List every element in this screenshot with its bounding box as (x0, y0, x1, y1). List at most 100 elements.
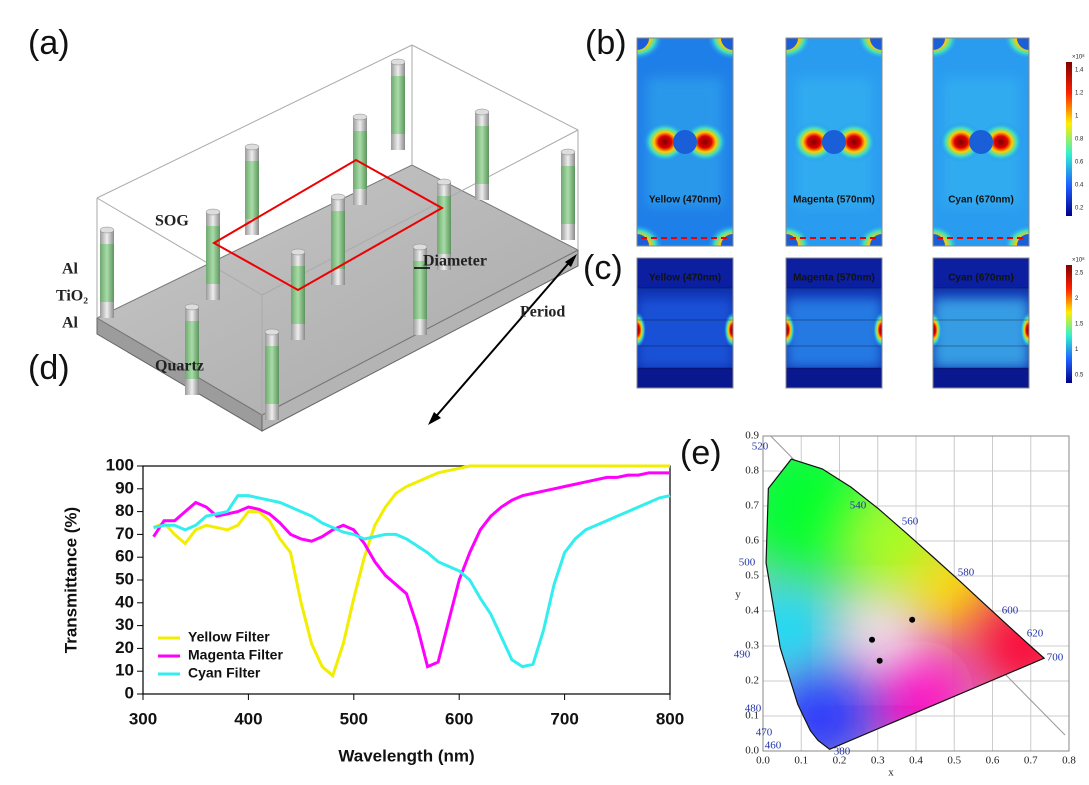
x-tick-label: 0.6 (986, 755, 1000, 767)
point (869, 636, 876, 643)
field-label: Yellow (470nm) (649, 195, 721, 206)
pillar-top (205, 208, 221, 216)
cie-chart: 0.0 0.1 0.2 0.3 0.4 0.5 0.6 0.7 0.8 0.0 0.1 0.2 0.3 0… (734, 430, 1077, 779)
pillar-top (184, 303, 200, 311)
hot-edge (724, 312, 733, 348)
sog-edge (96, 44, 413, 199)
hot-lobe (683, 122, 727, 162)
hot-edge (873, 312, 882, 348)
field-map: Magenta (570nm) (785, 37, 883, 247)
x-tick-label: 0.5 (947, 755, 961, 767)
plot-frame (762, 435, 1070, 752)
field-label: Cyan (670nm) (948, 273, 1014, 284)
pillar-tio2 (561, 166, 575, 224)
pillar-section (786, 38, 798, 50)
y-tick-label: 50 (115, 569, 134, 588)
wavelength-label: 560 (902, 516, 919, 528)
pillar-section (637, 234, 649, 246)
x-axis-label: x (888, 767, 894, 779)
colorbar-tick: 0.4 (1075, 183, 1084, 189)
panel-labels: (a) (b) (c) (d) (e) (28, 24, 722, 472)
pillar-tio2 (245, 161, 259, 219)
colorbar-tick: 1.4 (1075, 68, 1084, 74)
x-tick-label: 800 (656, 709, 684, 728)
colorbar-tick: 0.6 (1075, 160, 1084, 166)
gamut (766, 459, 1045, 750)
pillar-section (721, 38, 733, 50)
y-tick-label: 40 (115, 592, 134, 611)
pillar-top (560, 148, 576, 156)
panel-label: (d) (28, 349, 70, 387)
y-tick-label: 30 (115, 615, 134, 634)
colorbar-tick: 2.5 (1075, 271, 1084, 277)
pillar-tio2 (185, 321, 199, 379)
colorbar-tick: 1.5 (1075, 322, 1084, 328)
series-line (153, 494, 671, 669)
colorbar-tick: 2 (1075, 296, 1079, 302)
pillar-section (870, 38, 882, 50)
x-tick-label: 700 (550, 709, 578, 728)
y-tick-label: 0 (125, 683, 134, 702)
field-bottom (637, 368, 733, 388)
pillar-top (352, 113, 368, 121)
y-tick-label: 0.6 (745, 535, 759, 547)
field-label: Cyan (670nm) (948, 195, 1014, 206)
hot-lobe (939, 122, 983, 162)
wavelength-label: 700 (1047, 652, 1064, 664)
field-frame (636, 37, 734, 247)
field-bottom (786, 368, 882, 388)
field-label: Magenta (570nm) (793, 273, 875, 284)
point (876, 657, 883, 664)
colorbar-tick: 1 (1075, 347, 1079, 353)
legend-label: Magenta Filter (188, 647, 283, 663)
pillar-tio2 (437, 196, 451, 254)
unit-cell (211, 158, 445, 292)
schematic-label: Diameter (423, 253, 487, 270)
field-frame (785, 257, 883, 389)
y-tick-label: 0.3 (745, 640, 759, 652)
field-content (786, 38, 882, 246)
field-map: Cyan (670nm) (932, 257, 1030, 389)
pillar-section (1017, 38, 1029, 50)
field-map: Yellow (470nm) (636, 257, 734, 389)
colorbar (1066, 62, 1072, 216)
pillar-section (721, 234, 733, 246)
period-arrow (431, 257, 574, 422)
pillar-top (436, 178, 452, 186)
pillar-section (933, 38, 945, 50)
hot-edge (933, 312, 942, 348)
y-tick-label: 0.5 (745, 570, 759, 582)
x-tick-label: 400 (234, 709, 262, 728)
wavelength-label: 480 (745, 703, 762, 715)
pillar-section (870, 234, 882, 246)
panel-label: (b) (585, 24, 627, 62)
pillar-top (290, 248, 306, 256)
pillar-section (673, 130, 697, 154)
wavelength-label: 540 (850, 500, 867, 512)
field-frame (932, 37, 1030, 247)
hot-edge (1020, 312, 1029, 348)
wavelength-label: 580 (958, 567, 975, 579)
pillar-top (244, 143, 260, 151)
y-tick-label: 80 (115, 501, 134, 520)
locus-outline (765, 458, 1046, 750)
x-tick-label: 500 (340, 709, 368, 728)
sog-edge (411, 44, 579, 131)
schematic-label: Period (520, 304, 565, 321)
gamut-color (846, 600, 917, 671)
x-tick-label: 300 (129, 709, 157, 728)
series-line (152, 471, 670, 669)
pillar-top (330, 193, 346, 201)
wavelength-label: 460 (765, 740, 782, 752)
y-tick-label: 10 (115, 661, 134, 680)
pillar-tio2 (291, 266, 305, 324)
pillar-tio2 (206, 226, 220, 284)
arrow-head (428, 412, 441, 425)
x-tick-label: 0.8 (1062, 755, 1076, 767)
pillar-tio2 (413, 261, 427, 319)
x-tick-label: 0.2 (833, 755, 847, 767)
legend-label: Yellow Filter (188, 629, 270, 645)
field-bottom (933, 368, 1029, 388)
hot-edge (637, 312, 646, 348)
hot-lobe (979, 122, 1023, 162)
